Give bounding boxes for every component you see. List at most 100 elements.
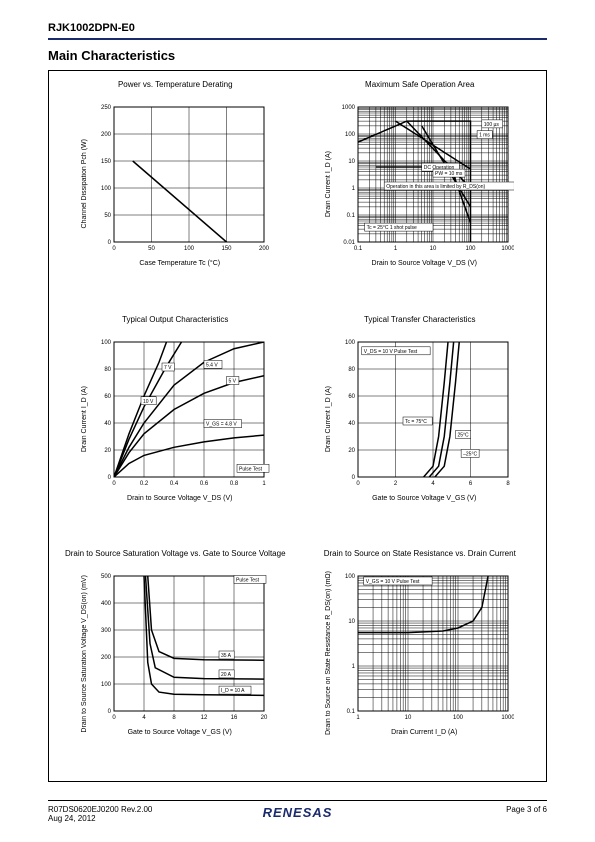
company-logo: RENESAS bbox=[263, 805, 333, 820]
chart-title: Drain to Source Saturation Voltage vs. G… bbox=[65, 550, 286, 568]
svg-text:20: 20 bbox=[260, 715, 267, 721]
svg-text:1 ms: 1 ms bbox=[479, 133, 490, 139]
svg-text:Tc = 25°C 1 shot pulse: Tc = 25°C 1 shot pulse bbox=[367, 225, 417, 231]
svg-text:60: 60 bbox=[349, 394, 356, 400]
svg-text:40: 40 bbox=[349, 421, 356, 427]
x-axis-label: Drain to Source Voltage V_DS (V) bbox=[372, 260, 477, 267]
svg-text:6: 6 bbox=[469, 481, 473, 487]
x-axis-label: Gate to Source Voltage V_GS (V) bbox=[372, 495, 476, 502]
svg-text:1000: 1000 bbox=[502, 715, 515, 721]
svg-text:1000: 1000 bbox=[502, 246, 515, 252]
svg-text:100: 100 bbox=[184, 246, 195, 252]
svg-text:50: 50 bbox=[148, 246, 155, 252]
svg-text:1: 1 bbox=[262, 481, 266, 487]
svg-text:10: 10 bbox=[430, 246, 437, 252]
section-title: Main Characteristics bbox=[48, 48, 175, 63]
chart-safe-operation: Maximum Safe Operation Area Drain Current… bbox=[300, 81, 541, 302]
chart-plot: 00.20.40.60.8102040608010010 V7 V5.4 V5 … bbox=[90, 336, 270, 493]
svg-text:150: 150 bbox=[221, 246, 232, 252]
svg-text:400: 400 bbox=[101, 601, 112, 607]
x-axis-label: Gate to Source Voltage V_GS (V) bbox=[128, 729, 232, 736]
svg-text:2: 2 bbox=[394, 481, 398, 487]
svg-text:8: 8 bbox=[172, 715, 176, 721]
doc-date: Aug 24, 2012 bbox=[48, 814, 152, 824]
svg-text:100: 100 bbox=[345, 574, 356, 580]
svg-text:0: 0 bbox=[357, 481, 361, 487]
svg-text:0: 0 bbox=[112, 246, 116, 252]
svg-text:PW = 10 ms: PW = 10 ms bbox=[435, 171, 463, 177]
svg-text:35 A: 35 A bbox=[221, 653, 232, 659]
doc-id: R07DS0620EJ0200 Rev.2.00 bbox=[48, 805, 152, 815]
svg-text:1000: 1000 bbox=[342, 105, 356, 111]
y-axis-label: Drain Current I_D (A) bbox=[81, 386, 88, 452]
svg-text:8: 8 bbox=[507, 481, 511, 487]
svg-text:0.4: 0.4 bbox=[170, 481, 179, 487]
y-axis-label: Drain Current I_D (A) bbox=[325, 151, 332, 217]
svg-text:0: 0 bbox=[107, 475, 111, 481]
svg-text:200: 200 bbox=[101, 132, 112, 138]
chart-plot: 050100150200050100150200250 bbox=[90, 101, 270, 258]
svg-text:0.1: 0.1 bbox=[347, 213, 356, 219]
y-axis-label: Drain to Source on State Resistance R_DS… bbox=[325, 571, 332, 735]
svg-text:V_DS = 10 V Pulse Test: V_DS = 10 V Pulse Test bbox=[364, 348, 418, 354]
page-header: RJK1002DPN-E0 bbox=[48, 22, 547, 40]
svg-text:V_GS = 4.8 V: V_GS = 4.8 V bbox=[206, 421, 237, 427]
charts-panel: Power vs. Temperature DeratingChannel Di… bbox=[48, 70, 547, 782]
svg-text:7 V: 7 V bbox=[164, 365, 172, 371]
svg-text:25°C: 25°C bbox=[458, 432, 470, 438]
page-number: Page 3 of 6 bbox=[506, 805, 547, 814]
svg-text:0: 0 bbox=[112, 481, 116, 487]
chart-plot: 0.111010010000.010.11101001000DC Operati… bbox=[334, 101, 514, 258]
svg-text:0: 0 bbox=[112, 715, 116, 721]
svg-text:16: 16 bbox=[230, 715, 237, 721]
chart-plot: 02468020406080100V_DS = 10 V Pulse TestT… bbox=[334, 336, 514, 493]
svg-text:60: 60 bbox=[104, 394, 111, 400]
svg-text:1: 1 bbox=[352, 664, 356, 670]
svg-text:Pulse Test: Pulse Test bbox=[236, 578, 260, 584]
svg-text:5 V: 5 V bbox=[228, 378, 236, 384]
svg-text:100: 100 bbox=[345, 340, 356, 346]
svg-text:1: 1 bbox=[357, 715, 361, 721]
svg-text:10 V: 10 V bbox=[143, 398, 154, 404]
svg-text:Operation in this area is limi: Operation in this area is limited by R_D… bbox=[386, 184, 485, 190]
chart-title: Power vs. Temperature Derating bbox=[118, 81, 233, 99]
svg-text:0.2: 0.2 bbox=[140, 481, 149, 487]
svg-text:100: 100 bbox=[345, 132, 356, 138]
svg-text:0.01: 0.01 bbox=[344, 240, 356, 246]
chart-power-derating: Power vs. Temperature DeratingChannel Di… bbox=[55, 81, 296, 302]
svg-text:0.8: 0.8 bbox=[230, 481, 239, 487]
y-axis-label: Drain to Source Saturation Voltage V_DS(… bbox=[81, 575, 88, 733]
x-axis-label: Drain to Source Voltage V_DS (V) bbox=[127, 495, 232, 502]
svg-text:5.4 V: 5.4 V bbox=[206, 362, 218, 368]
svg-text:Pulse Test: Pulse Test bbox=[239, 466, 263, 472]
svg-text:100 µs: 100 µs bbox=[484, 122, 500, 128]
svg-text:100: 100 bbox=[101, 682, 112, 688]
chart-saturation-voltage: Drain to Source Saturation Voltage vs. G… bbox=[55, 550, 296, 771]
svg-text:100: 100 bbox=[101, 186, 112, 192]
chart-title: Drain to Source on State Resistance vs. … bbox=[324, 550, 516, 568]
svg-text:20 A: 20 A bbox=[221, 672, 232, 678]
svg-text:0.1: 0.1 bbox=[354, 246, 363, 252]
svg-text:200: 200 bbox=[259, 246, 270, 252]
svg-text:250: 250 bbox=[101, 105, 112, 111]
svg-text:150: 150 bbox=[101, 159, 112, 165]
y-axis-label: Drain Current I_D (A) bbox=[325, 386, 332, 452]
chart-title: Maximum Safe Operation Area bbox=[365, 81, 474, 99]
svg-text:10: 10 bbox=[349, 619, 356, 625]
svg-text:12: 12 bbox=[200, 715, 207, 721]
part-number: RJK1002DPN-E0 bbox=[48, 22, 135, 34]
svg-text:4: 4 bbox=[142, 715, 146, 721]
svg-text:80: 80 bbox=[349, 367, 356, 373]
svg-text:Tc = 75°C: Tc = 75°C bbox=[405, 419, 427, 425]
footer-doc-info: R07DS0620EJ0200 Rev.2.00 Aug 24, 2012 bbox=[48, 805, 152, 824]
svg-text:20: 20 bbox=[104, 448, 111, 454]
x-axis-label: Drain Current I_D (A) bbox=[391, 729, 457, 736]
svg-text:0.1: 0.1 bbox=[347, 709, 356, 715]
chart-plot: 11010010000.1110100V_GS = 10 V Pulse Tes… bbox=[334, 570, 514, 727]
svg-text:1: 1 bbox=[394, 246, 398, 252]
chart-on-resistance: Drain to Source on State Resistance vs. … bbox=[300, 550, 541, 771]
svg-text:10: 10 bbox=[405, 715, 412, 721]
svg-text:–25°C: –25°C bbox=[463, 451, 477, 457]
svg-text:0: 0 bbox=[352, 475, 356, 481]
chart-title: Typical Output Characteristics bbox=[122, 316, 228, 334]
